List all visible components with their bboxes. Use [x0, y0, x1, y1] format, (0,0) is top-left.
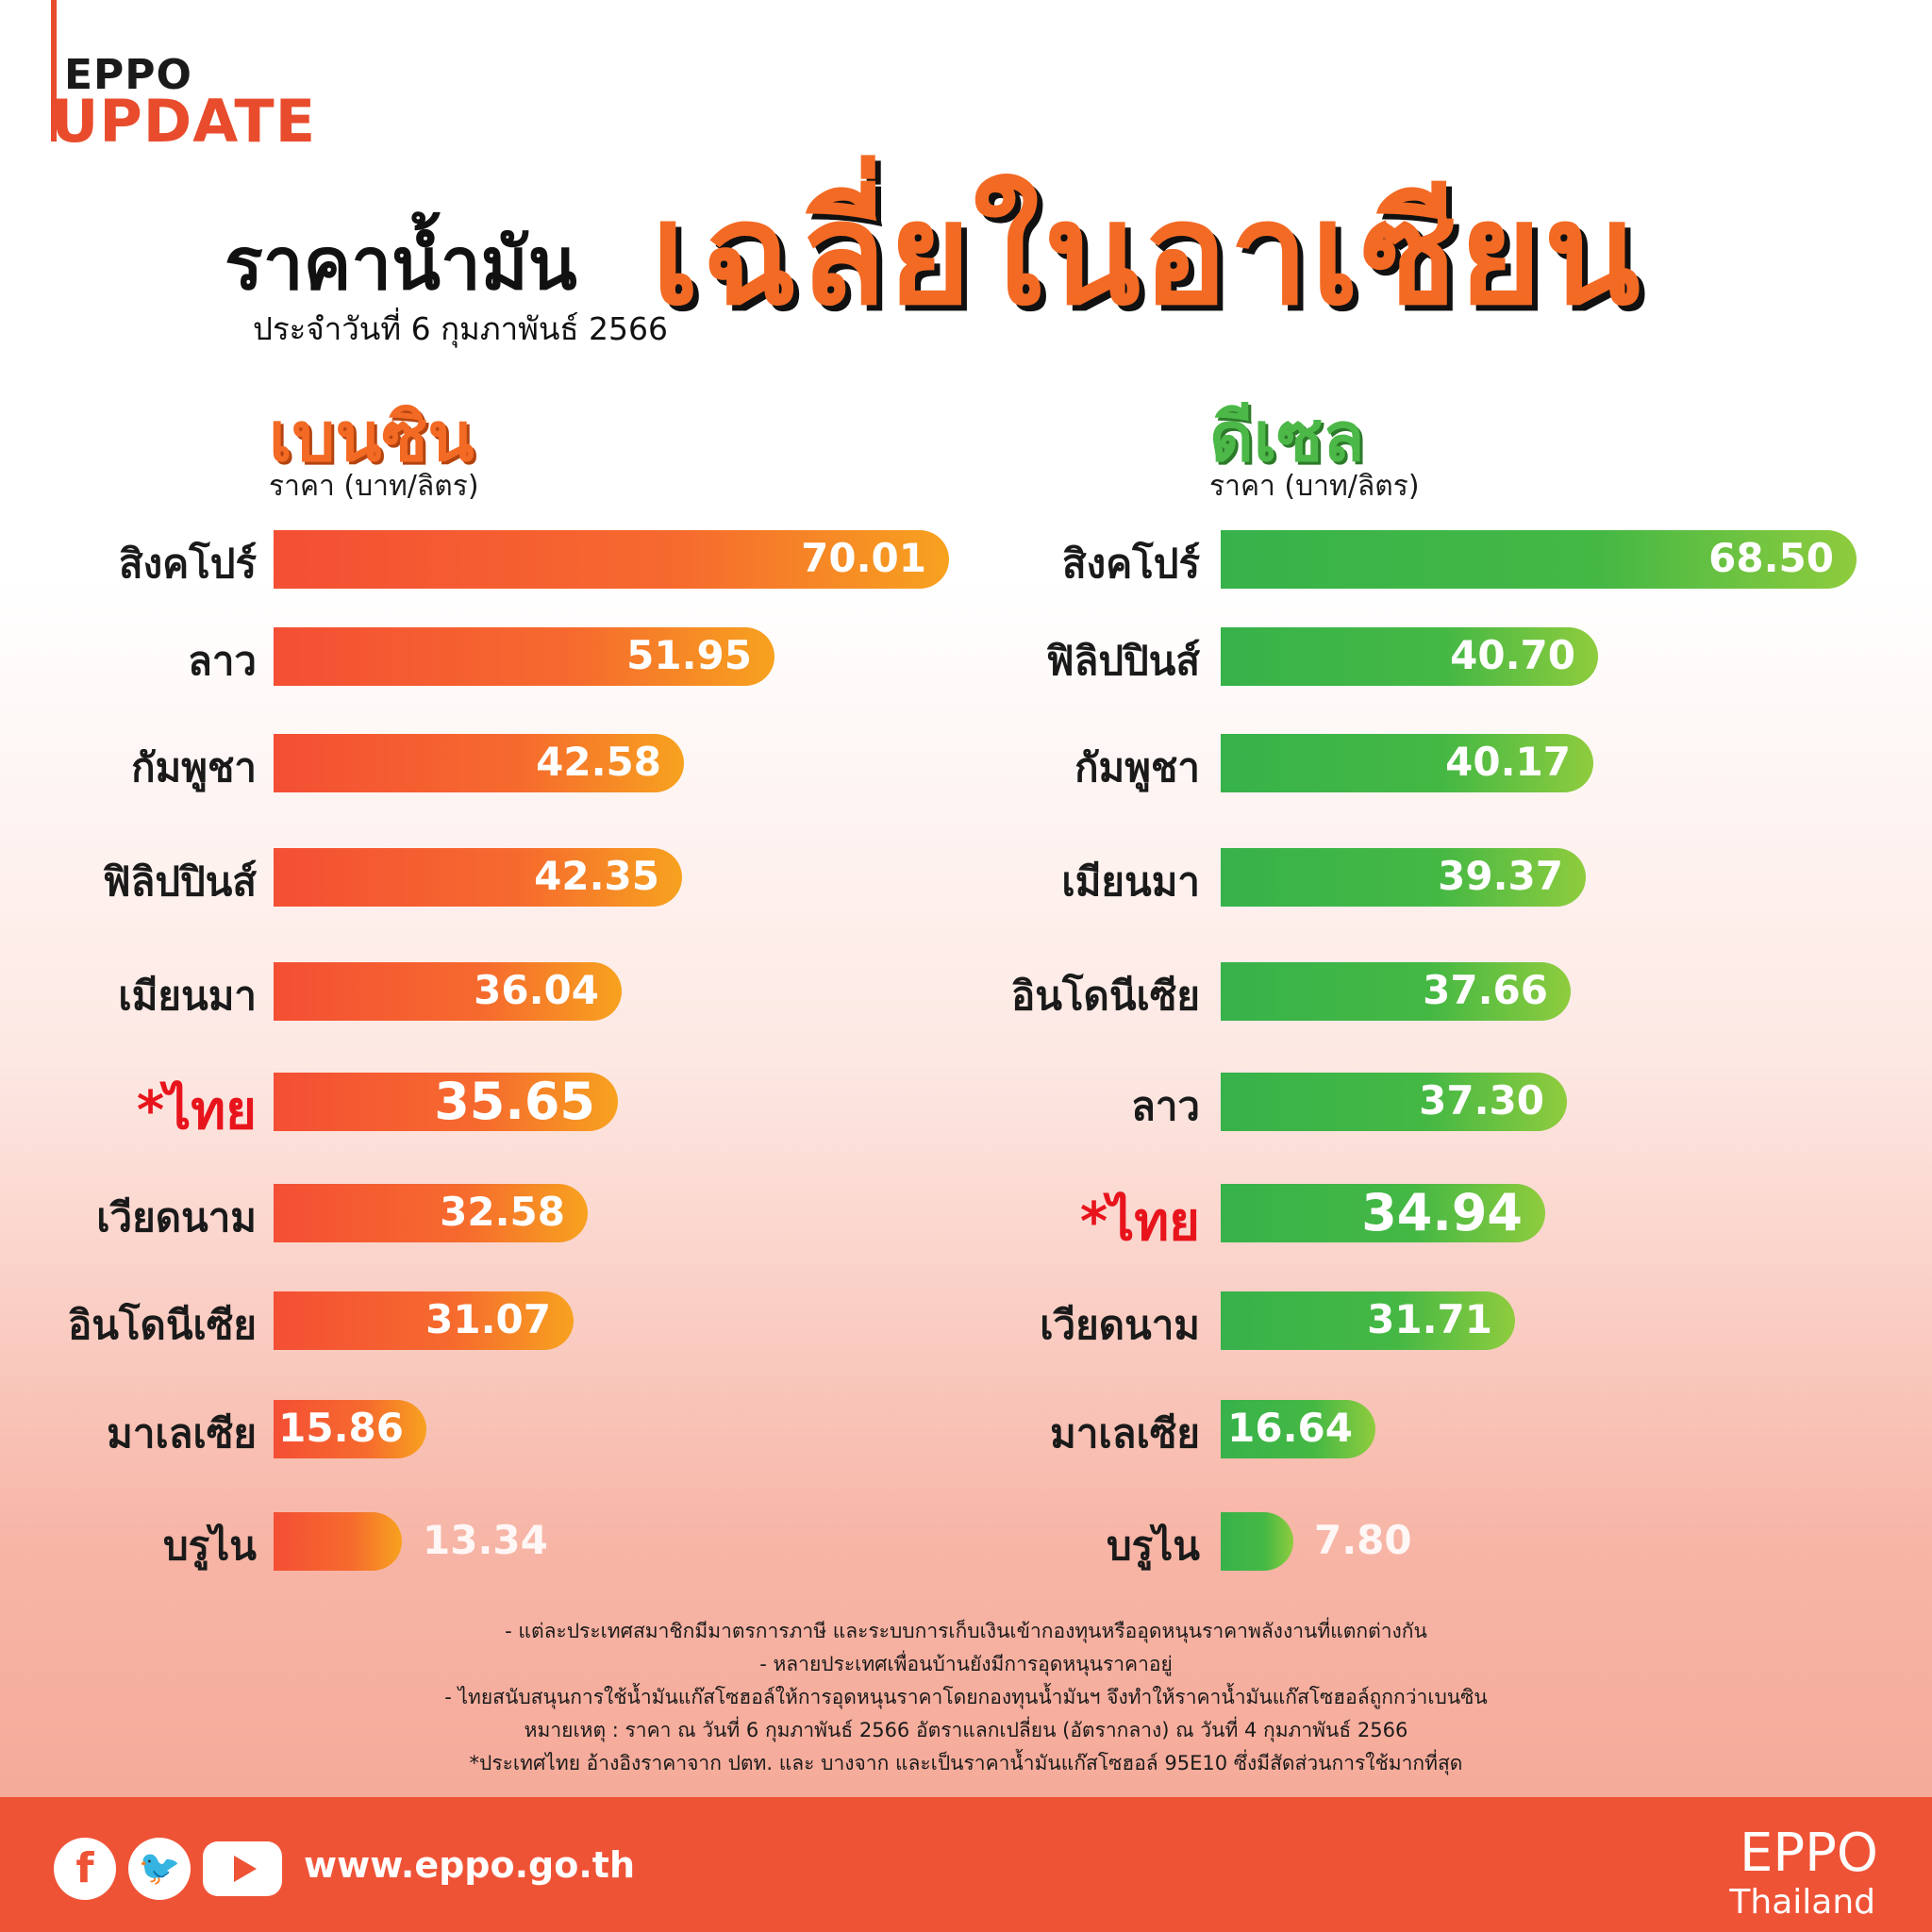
diesel-category-label: เวียดนาม: [1040, 1302, 1200, 1348]
benzin-bar: [274, 1073, 618, 1131]
diesel-data-label: 68.50: [1708, 535, 1834, 581]
benzin-data-label: 32.58: [440, 1189, 565, 1235]
page-title: ราคาน้ำมัน: [225, 222, 577, 306]
benzin-category-label: *ไทย: [136, 1080, 257, 1141]
diesel-category-label: มาเลเซีย: [1050, 1410, 1200, 1457]
benzin-data-label: 36.04: [474, 967, 599, 1013]
diesel-bar: [1221, 1184, 1545, 1242]
diesel-bar: [1221, 1291, 1515, 1350]
diesel-bar: [1221, 1400, 1375, 1458]
diesel-bar: [1221, 627, 1598, 686]
footer-bar: [0, 1797, 1932, 1932]
benzin-category-label: กัมพูชา: [131, 744, 257, 791]
benzin-chart-unit: ราคา (บาท/ลิตร): [269, 470, 479, 503]
diesel-data-label: 37.66: [1423, 967, 1548, 1013]
website-link[interactable]: www.eppo.go.th: [304, 1844, 635, 1886]
footnotes: - แต่ละประเทศสมาชิกมีมาตรการภาษี และระบบ…: [0, 1615, 1932, 1780]
benzin-chart-title: เบนซิน: [269, 397, 475, 476]
page-date: ประจำวันที่ 6 กุมภาพันธ์ 2566: [253, 310, 669, 347]
benzin-data-label: 51.95: [626, 632, 752, 678]
benzin-category-label: เวียดนาม: [96, 1194, 257, 1241]
footnote-line: - ไทยสนับสนุนการใช้น้ำมันแก๊สโซฮอล์ให้กา…: [444, 1686, 1488, 1708]
benzin-category-label: เมียนมา: [118, 973, 257, 1019]
benzin-bar: [274, 1184, 588, 1242]
benzin-data-label: 42.35: [534, 853, 659, 899]
benzin-data-label: 15.86: [278, 1405, 404, 1451]
benzin-bar: [274, 734, 684, 792]
diesel-category-label: ลาว: [1131, 1083, 1200, 1129]
benzin-data-label: 70.01: [801, 535, 926, 581]
diesel-data-label: 31.71: [1367, 1296, 1492, 1342]
diesel-category-label: *ไทย: [1079, 1191, 1200, 1253]
footnote-line: - หลายประเทศเพื่อนบ้านยังมีการอุดหนุนราค…: [759, 1653, 1173, 1675]
benzin-data-label: 42.58: [536, 739, 661, 785]
benzin-bar: [274, 848, 682, 907]
benzin-bar: [274, 530, 949, 589]
diesel-data-label: 7.80: [1314, 1517, 1412, 1563]
footnote-line: - แต่ละประเทศสมาชิกมีมาตรการภาษี และระบบ…: [505, 1620, 1427, 1642]
diesel-bar: [1221, 848, 1586, 907]
page-title-highlight: เฉลี่ยในอาเซียน: [651, 173, 1642, 337]
benzin-category-label: อินโดนีเซีย: [68, 1302, 257, 1348]
twitter-icon[interactable]: 🐦: [128, 1838, 191, 1900]
benzin-category-label: มาเลเซีย: [107, 1410, 257, 1457]
benzin-data-label: 31.07: [425, 1296, 551, 1342]
benzin-data-label: 35.65: [434, 1072, 595, 1131]
diesel-data-label: 39.37: [1438, 853, 1563, 899]
brand-accent-line: [51, 0, 57, 142]
diesel-category-label: กัมพูชา: [1074, 744, 1200, 791]
benzin-category-label: สิงคโปร์: [118, 541, 257, 587]
facebook-icon[interactable]: f: [54, 1838, 116, 1900]
diesel-bar: [1221, 962, 1571, 1021]
benzin-category-label: ลาว: [188, 638, 257, 684]
benzin-bar: [274, 962, 622, 1021]
diesel-data-label: 40.17: [1445, 739, 1571, 785]
footnote-line: *ประเทศไทย อ้างอิงราคาจาก ปตท. และ บางจา…: [469, 1752, 1463, 1774]
benzin-bar: [274, 1291, 574, 1350]
diesel-chart-unit: ราคา (บาท/ลิตร): [1209, 470, 1420, 503]
diesel-data-label: 37.30: [1419, 1077, 1544, 1124]
benzin-bar: [274, 627, 774, 686]
diesel-data-label: 16.64: [1227, 1405, 1353, 1451]
footer-country: Thailand: [1729, 1883, 1875, 1922]
diesel-bar: [1221, 1073, 1567, 1131]
benzin-bar: [274, 1512, 402, 1571]
footnote-line: หมายเหตุ : ราคา ณ วันที่ 6 กุมภาพันธ์ 25…: [524, 1719, 1408, 1741]
diesel-data-label: 34.94: [1361, 1183, 1523, 1242]
diesel-chart-title: ดีเซล: [1209, 397, 1365, 476]
diesel-category-label: บรูไน: [1106, 1523, 1200, 1569]
brand-eppo: EPPO: [64, 51, 192, 99]
benzin-data-label: 13.34: [423, 1517, 548, 1563]
diesel-bar: [1221, 734, 1593, 792]
diesel-category-label: อินโดนีเซีย: [1011, 973, 1200, 1019]
diesel-category-label: ฟิลิปปินส์: [1045, 638, 1200, 684]
benzin-category-label: บรูไน: [162, 1523, 257, 1569]
brand-update: UPDATE: [51, 87, 317, 156]
benzin-category-label: ฟิลิปปินส์: [102, 858, 257, 905]
diesel-bar: [1221, 530, 1857, 589]
footer-org: EPPO: [1740, 1823, 1878, 1884]
diesel-data-label: 40.70: [1450, 632, 1575, 678]
youtube-icon[interactable]: [203, 1841, 282, 1896]
benzin-bar: [274, 1400, 426, 1458]
diesel-category-label: เมียนมา: [1061, 858, 1200, 905]
diesel-category-label: สิงคโปร์: [1061, 541, 1200, 587]
diesel-bar: [1221, 1512, 1293, 1571]
